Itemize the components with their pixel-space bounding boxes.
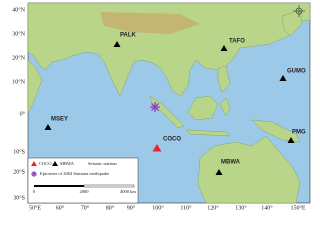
lat-label: 30°N — [12, 30, 25, 37]
lat-label: 20°N — [12, 54, 25, 61]
legend-text: MBWA — [60, 161, 75, 166]
lat-label: 20°S — [13, 168, 25, 175]
stations: PALK TAFO GUMO MSEY COCO PMG MBWA — [44, 33, 306, 175]
lon-label: 50°E — [29, 204, 41, 211]
legend: COCO MBWA Seismic stations Epicenter of … — [27, 157, 139, 204]
compass — [293, 5, 305, 17]
station-label: PMG — [292, 130, 306, 136]
scale-label: 0 — [33, 189, 36, 194]
lat-label: 10°N — [12, 78, 25, 85]
lat-label: 0° — [20, 110, 26, 117]
legend-text: Epicenter of 2004 Sumatra earthquake — [40, 171, 109, 176]
scale-label: 4000 km — [120, 189, 136, 194]
lat-label: 30°S — [13, 194, 25, 201]
station-label: MBWA — [221, 160, 241, 166]
legend-text: COCO — [39, 161, 52, 166]
map-figure: 40°N 30°N 20°N 10°N 0° 10°S 20°S 30°S 50… — [12, 2, 311, 211]
lon-label: 100° — [152, 204, 164, 211]
lon-label: 80° — [106, 204, 115, 211]
highlands — [100, 12, 200, 34]
scale-label: 2000 — [80, 189, 90, 194]
station-marker — [287, 137, 295, 143]
lat-label: 40°N — [12, 6, 25, 13]
station-marker — [152, 144, 162, 152]
legend-text: Seismic stations — [88, 161, 117, 166]
lon-label: 130° — [235, 204, 247, 211]
station-label: COCO — [163, 137, 181, 143]
lat-label: 10°S — [13, 148, 25, 155]
lon-label: 150°E — [290, 204, 305, 211]
station-marker — [215, 169, 223, 175]
station-marker — [113, 41, 121, 47]
map: 40°N 30°N 20°N 10°N 0° 10°S 20°S 30°S 50… — [12, 2, 311, 211]
station-label: GUMO — [287, 69, 306, 75]
station-label: PALK — [120, 33, 137, 39]
station-marker — [279, 75, 287, 81]
station-label: MSEY — [51, 117, 68, 123]
lat-labels: 40°N 30°N 20°N 10°N 0° 10°S 20°S 30°S — [12, 6, 25, 201]
lon-label: 70° — [81, 204, 90, 211]
lon-label: 140° — [261, 204, 273, 211]
land — [27, 2, 311, 204]
lon-label: 60° — [56, 204, 65, 211]
station-marker — [220, 45, 228, 51]
station-label: TAFO — [229, 39, 245, 45]
lon-labels: 50°E 60° 70° 80° 90° 100° 110° 120° 130°… — [29, 204, 306, 211]
epicenter — [150, 102, 160, 112]
lon-label: 110° — [180, 204, 192, 211]
station-marker — [44, 124, 52, 130]
lon-label: 120° — [207, 204, 219, 211]
lon-label: 90° — [127, 204, 136, 211]
